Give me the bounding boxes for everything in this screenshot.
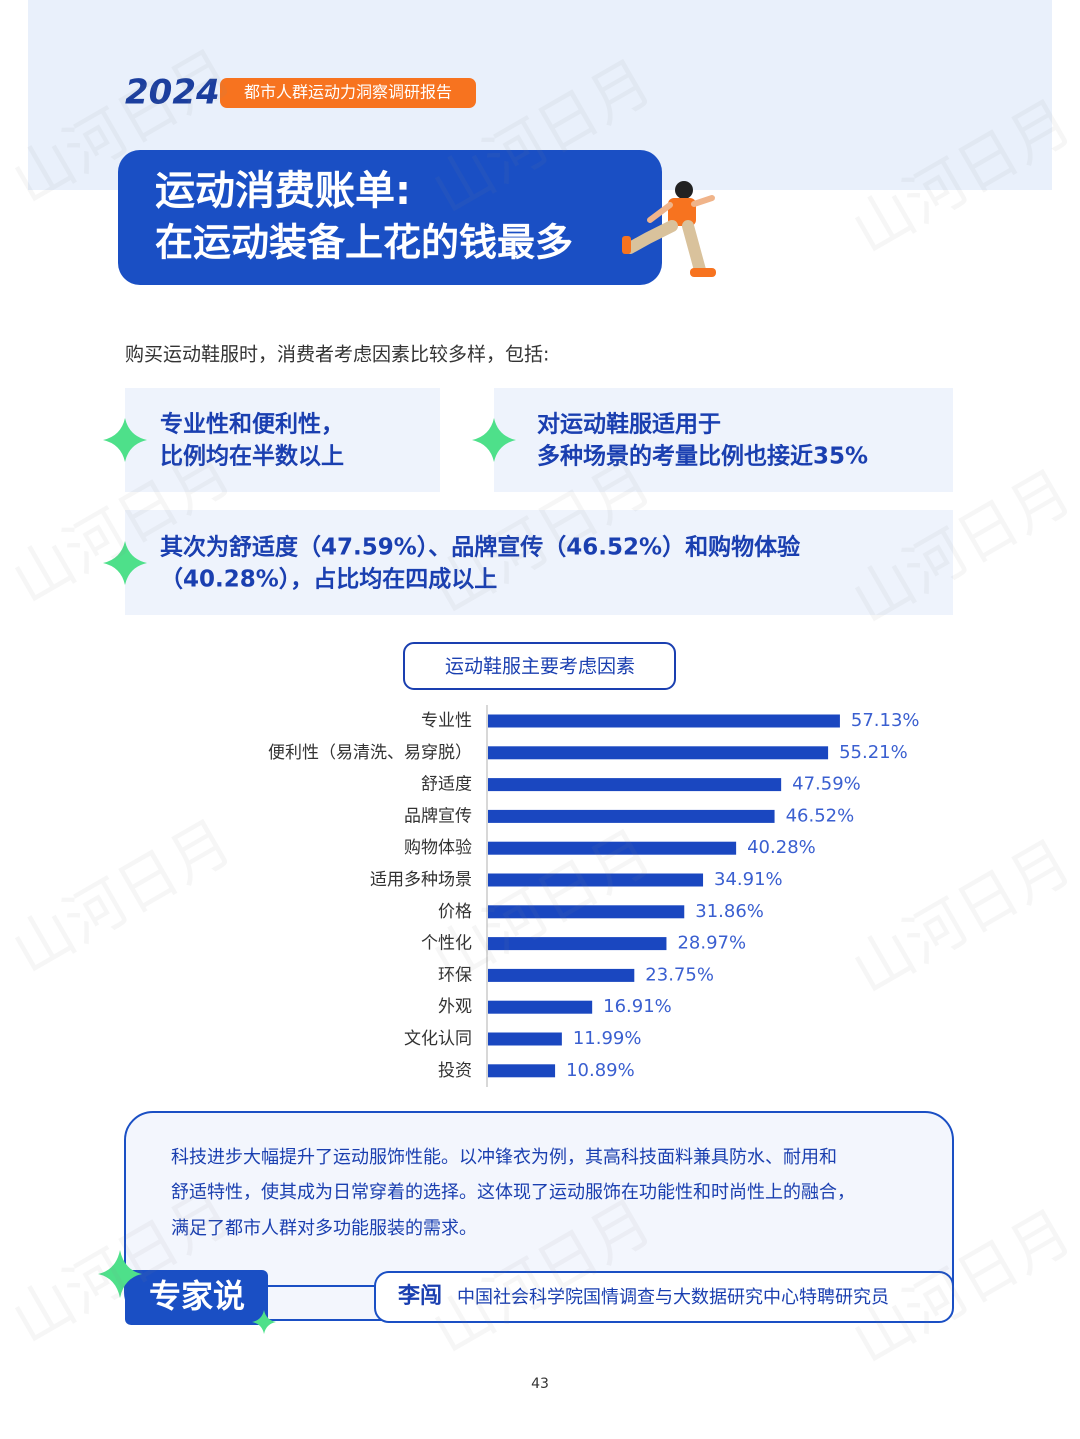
bar (488, 873, 704, 887)
highlight-text: （40.28%），占比均在四成以上 (160, 566, 497, 593)
expert-name: 李闯 (397, 1284, 442, 1309)
category-label: 专业性 (421, 711, 472, 731)
value-label: 23.75% (645, 964, 714, 985)
highlight-box (494, 388, 953, 492)
category-label: 购物体验 (404, 838, 472, 858)
title-box (118, 150, 662, 285)
category-label: 适用多种场景 (370, 870, 472, 890)
bar (488, 746, 829, 760)
expert-badge (125, 1270, 268, 1325)
expert-role: 中国社会科学院国情调查与大数据研究中心特聘研究员 (457, 1287, 889, 1308)
value-label: 34.91% (714, 869, 783, 890)
title-line: 在运动装备上花的钱最多 (155, 221, 573, 265)
highlight-text: 对运动鞋服适用于 (537, 412, 721, 438)
value-label: 55.21% (839, 742, 908, 763)
report-name: 都市人群运动力洞察调研报告 (244, 83, 452, 102)
chart-title: 运动鞋服主要考虑因素 (445, 656, 635, 678)
value-label: 31.86% (695, 901, 764, 922)
chart-title-box (403, 642, 676, 690)
bar (488, 937, 667, 951)
category-label: 文化认同 (404, 1029, 472, 1049)
value-label: 40.28% (747, 837, 816, 858)
expert-text: 科技进步大幅提升了运动服饰性能。以冲锋衣为例，其高科技面料兼具防水、耐用和 (171, 1147, 837, 1168)
bar (488, 1064, 556, 1078)
bar (488, 778, 782, 792)
bar (488, 809, 775, 823)
bar (488, 905, 685, 919)
bar-chart: 专业性 57.13% 便利性（易清洗、易穿脱） 55.21% 舒适度 47.59% 品牌宣传… (268, 710, 920, 1081)
sparkles (103, 418, 516, 585)
expert-text: 满足了都市人群对多功能服装的需求。 (171, 1218, 477, 1239)
bar (488, 714, 840, 728)
highlight-text: 专业性和便利性， (160, 411, 344, 438)
title-line: 运动消费账单: (155, 168, 411, 214)
highlight-box (125, 388, 440, 492)
value-label: 47.59% (792, 774, 861, 795)
value-label: 16.91% (603, 996, 672, 1017)
highlight-text: 多种场景的考量比例也接近35% (537, 443, 868, 470)
bar (488, 1032, 562, 1046)
expert-text: 舒适特性，使其成为日常穿着的选择。这体现了运动服饰在功能性和时尚性上的融合， (171, 1182, 855, 1203)
expert-badge-text: 专家说 (149, 1277, 245, 1315)
highlight-text: 其次为舒适度（47.59%）、品牌宣传（46.52%）和购物体验 (160, 534, 800, 561)
category-label: 舒适度 (421, 775, 472, 795)
value-label: 10.89% (566, 1060, 635, 1081)
bar (488, 841, 737, 855)
category-label: 投资 (438, 1061, 472, 1081)
highlight-box (125, 510, 953, 615)
runner-illustration (622, 181, 716, 277)
intro: 购买运动鞋服时，消费者考虑因素比较多样，包括: (125, 344, 549, 366)
category-label: 价格 (438, 902, 472, 922)
category-label: 品牌宣传 (404, 806, 472, 826)
bar (488, 968, 635, 982)
page-number: 43 (531, 1376, 549, 1392)
category-label: 便利性（易清洗、易穿脱） (268, 743, 472, 763)
category-label: 个性化 (421, 934, 472, 954)
bar (488, 1000, 593, 1014)
value-label: 46.52% (786, 805, 855, 826)
value-label: 11.99% (573, 1028, 642, 1049)
category-label: 外观 (438, 997, 472, 1017)
year: 2024 (125, 73, 220, 113)
watermark: 山河日月 (1, 807, 244, 988)
expert-name-box (374, 1271, 954, 1323)
highlight-text: 比例均在半数以上 (160, 443, 344, 470)
report-pill (220, 78, 476, 108)
watermark: 山河日月 (841, 827, 1080, 1008)
category-label: 环保 (438, 965, 472, 985)
value-label: 57.13% (851, 710, 920, 731)
value-label: 28.97% (677, 933, 746, 954)
